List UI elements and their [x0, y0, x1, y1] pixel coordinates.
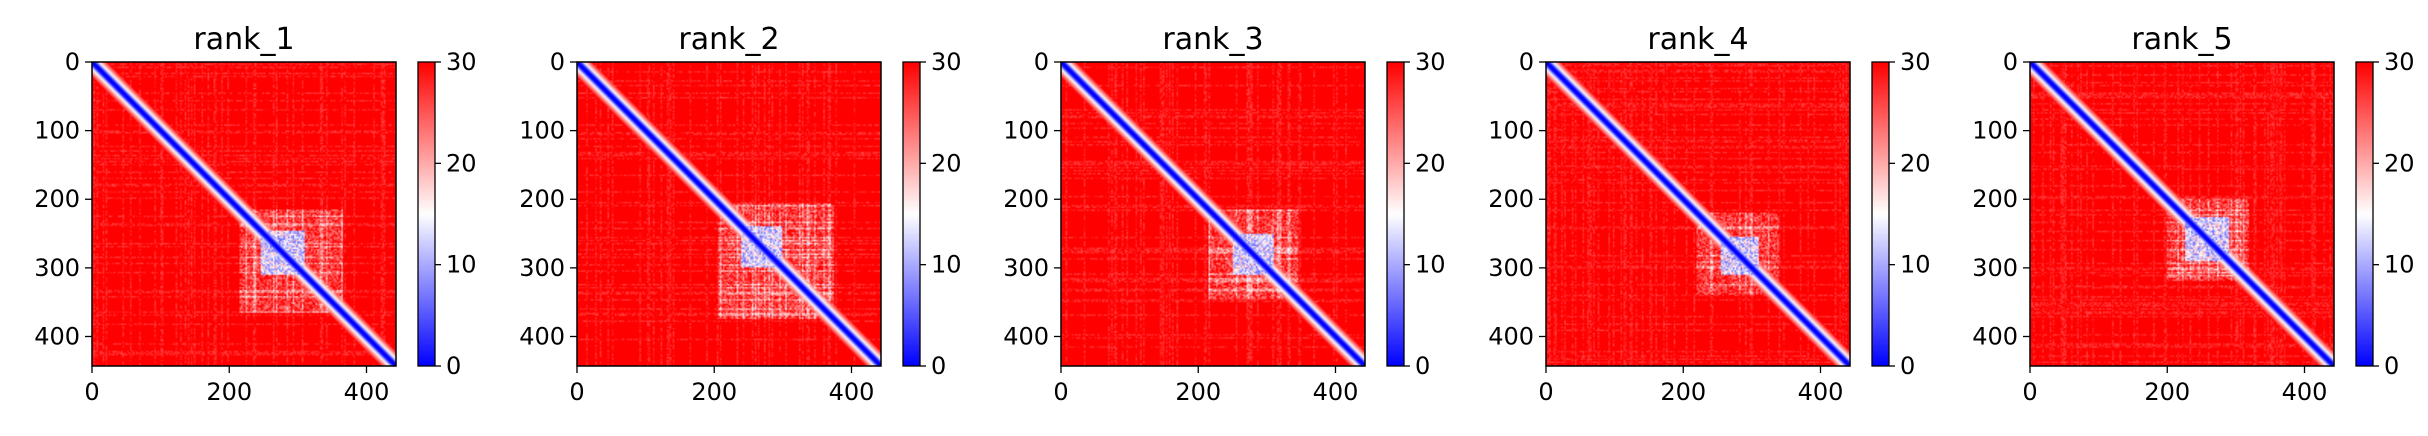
y-tick-label: 300	[1972, 254, 2018, 282]
y-tick-label: 0	[1519, 48, 1534, 76]
colorbar-tick-label: 30	[1900, 48, 1931, 76]
x-tick-label: 200	[1660, 378, 1706, 406]
colorbar-tick-label: 10	[2384, 251, 2415, 279]
colorbar-tick-label: 30	[446, 48, 477, 76]
colorbar-gradient	[903, 62, 920, 366]
y-tick-label: 0	[550, 48, 565, 76]
colorbar-tick-label: 20	[2384, 149, 2415, 177]
colorbar-tick-label: 20	[1900, 149, 1931, 177]
x-tick-label: 200	[206, 378, 252, 406]
y-tick-label: 200	[1972, 185, 2018, 213]
x-tick-label: 200	[1175, 378, 1221, 406]
y-tick-label: 100	[1972, 117, 2018, 145]
colorbar-tick-label: 20	[446, 149, 477, 177]
colorbar-tick-label: 30	[2384, 48, 2415, 76]
panel-title: rank_2	[678, 22, 779, 57]
x-tick-label: 400	[344, 378, 390, 406]
pae-heatmap	[92, 62, 396, 366]
colorbar-gradient	[1872, 62, 1889, 366]
x-tick-label: 200	[2144, 378, 2190, 406]
colorbar-gradient	[2356, 62, 2373, 366]
y-tick-label: 300	[1003, 254, 1049, 282]
y-tick-label: 300	[1488, 254, 1534, 282]
panel-title: rank_5	[2131, 22, 2232, 57]
y-tick-label: 0	[65, 48, 80, 76]
y-tick-label: 400	[1003, 322, 1049, 350]
pae-heatmap	[1546, 62, 1850, 366]
colorbar-tick-label: 10	[1900, 251, 1931, 279]
colorbar-tick-label: 0	[1900, 352, 1915, 380]
y-tick-label: 100	[34, 117, 80, 145]
y-tick-label: 400	[1488, 322, 1534, 350]
pae-heatmap	[2030, 62, 2334, 366]
y-tick-label: 400	[1972, 322, 2018, 350]
colorbar-frame	[902, 61, 921, 367]
x-tick-label: 0	[1538, 378, 1553, 406]
x-tick-label: 0	[569, 378, 584, 406]
y-tick-label: 200	[34, 185, 80, 213]
colorbar-tick-label: 30	[931, 48, 962, 76]
axes-frame	[2029, 61, 2335, 367]
colorbar-tick-label: 10	[1415, 251, 1446, 279]
colorbar-gradient	[1387, 62, 1404, 366]
y-tick-label: 200	[1488, 185, 1534, 213]
colorbar-frame	[1871, 61, 1890, 367]
colorbar-frame	[417, 61, 436, 367]
y-tick-label: 0	[1034, 48, 1049, 76]
colorbar-frame	[1386, 61, 1405, 367]
y-tick-label: 100	[1488, 117, 1534, 145]
colorbar-tick-label: 20	[1415, 149, 1446, 177]
axes-frame	[1060, 61, 1366, 367]
colorbar-tick-label: 10	[931, 251, 962, 279]
x-tick-label: 400	[1313, 378, 1359, 406]
y-tick-label: 200	[519, 185, 565, 213]
colorbar-tick-label: 0	[2384, 352, 2399, 380]
colorbar-frame	[2355, 61, 2374, 367]
x-tick-label: 0	[1053, 378, 1068, 406]
panel-title: rank_1	[193, 22, 294, 57]
panel-title: rank_4	[1647, 22, 1748, 57]
axes-frame	[576, 61, 882, 367]
axes-frame	[91, 61, 397, 367]
y-tick-label: 400	[34, 322, 80, 350]
axes-frame	[1545, 61, 1851, 367]
x-tick-label: 400	[2282, 378, 2328, 406]
panel-title: rank_3	[1162, 22, 1263, 57]
colorbar-tick-label: 30	[1415, 48, 1446, 76]
colorbar-tick-label: 20	[931, 149, 962, 177]
colorbar-tick-label: 0	[931, 352, 946, 380]
y-tick-label: 400	[519, 322, 565, 350]
x-tick-label: 0	[84, 378, 99, 406]
y-tick-label: 200	[1003, 185, 1049, 213]
colorbar-tick-label: 0	[446, 352, 461, 380]
colorbar-gradient	[418, 62, 435, 366]
colorbar-tick-label: 10	[446, 251, 477, 279]
x-tick-label: 400	[829, 378, 875, 406]
x-tick-label: 400	[1798, 378, 1844, 406]
x-tick-label: 200	[691, 378, 737, 406]
y-tick-label: 100	[519, 117, 565, 145]
y-tick-label: 300	[519, 254, 565, 282]
colorbar-tick-label: 0	[1415, 352, 1430, 380]
y-tick-label: 0	[2003, 48, 2018, 76]
y-tick-label: 100	[1003, 117, 1049, 145]
pae-heatmap	[577, 62, 881, 366]
y-tick-label: 300	[34, 254, 80, 282]
pae-heatmap	[1061, 62, 1365, 366]
x-tick-label: 0	[2022, 378, 2037, 406]
